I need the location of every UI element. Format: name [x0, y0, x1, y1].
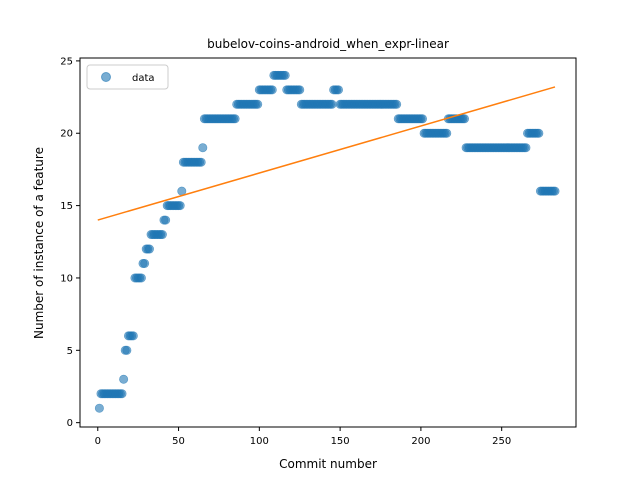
- x-tick-label: 0: [95, 436, 101, 447]
- data-point: [161, 215, 171, 225]
- data-point: [280, 70, 290, 80]
- data-point: [333, 85, 343, 95]
- data-point: [144, 244, 154, 254]
- data-point: [196, 157, 206, 167]
- data-point: [295, 85, 305, 95]
- y-axis-label: Number of instance of a feature: [32, 147, 46, 339]
- data-point: [157, 230, 167, 240]
- data-point: [550, 186, 560, 196]
- data-point: [253, 99, 263, 109]
- data-point: [128, 331, 138, 341]
- legend-marker-data: [101, 72, 111, 82]
- data-point: [521, 143, 531, 153]
- x-axis-label: Commit number: [279, 457, 377, 471]
- data-point: [327, 99, 337, 109]
- data-point: [175, 201, 185, 211]
- data-point: [136, 273, 146, 283]
- y-axis-ticks: 0 5 10 15 20 25: [60, 56, 80, 429]
- data-point: [117, 389, 127, 399]
- data-point: [267, 85, 277, 95]
- data-point: [460, 114, 470, 124]
- data-points: [94, 70, 560, 413]
- data-point: [140, 258, 150, 268]
- y-tick-label: 10: [60, 273, 73, 284]
- y-tick-label: 25: [60, 56, 73, 67]
- data-point: [230, 114, 240, 124]
- data-point: [418, 114, 428, 124]
- y-tick-label: 15: [60, 201, 73, 212]
- data-point: [94, 403, 104, 413]
- legend-box: [86, 64, 169, 90]
- data-point: [442, 128, 452, 138]
- x-tick-label: 100: [250, 436, 269, 447]
- data-point: [534, 128, 544, 138]
- y-tick-label: 5: [67, 346, 73, 357]
- fit-line: [97, 86, 556, 221]
- x-tick-label: 150: [331, 436, 350, 447]
- legend: data: [86, 64, 169, 90]
- y-tick-label: 20: [60, 129, 73, 140]
- x-tick-label: 50: [172, 436, 185, 447]
- data-point: [198, 143, 208, 153]
- data-point: [392, 99, 402, 109]
- data-point: [119, 374, 129, 384]
- x-tick-label: 200: [411, 436, 430, 447]
- legend-label-data: data: [132, 73, 155, 84]
- data-point: [122, 345, 132, 355]
- plot-frame: [79, 57, 577, 428]
- chart-title: bubelov-coins-android_when_expr-linear: [207, 37, 449, 51]
- x-axis-ticks: 0 50 100 150 200 250: [95, 427, 511, 447]
- y-tick-label: 0: [67, 418, 73, 429]
- x-tick-label: 250: [492, 436, 511, 447]
- fit-line-layer: [97, 86, 556, 221]
